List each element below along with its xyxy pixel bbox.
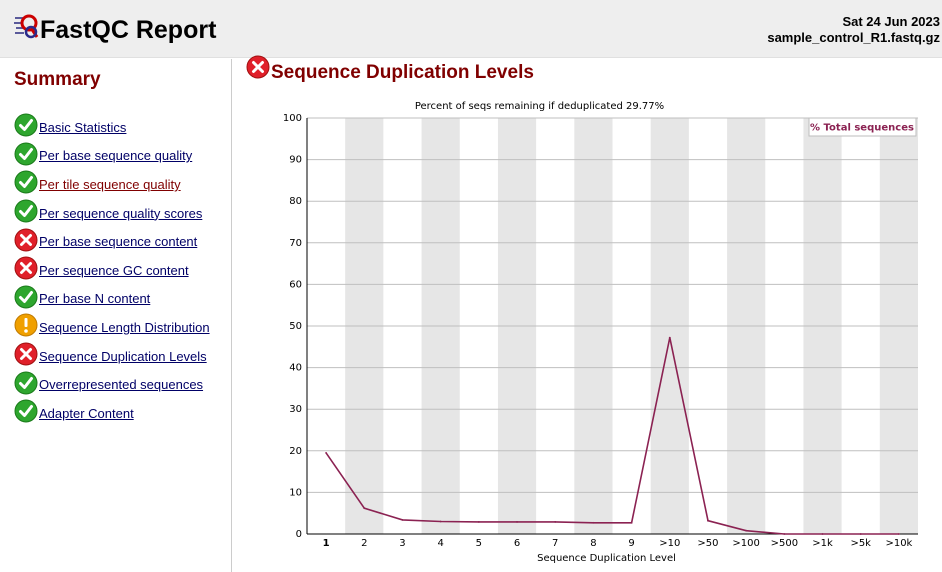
y-tick-label: 70 <box>289 238 302 249</box>
x-tick-label: 1 <box>323 538 330 549</box>
module-item: Sequence Length Distribution <box>14 311 210 340</box>
data-point <box>668 336 671 339</box>
x-tick-label: >10k <box>885 538 912 549</box>
x-tick-label: >100 <box>732 538 759 549</box>
x-tick-label: 9 <box>628 538 634 549</box>
pass-icon <box>14 371 38 395</box>
data-point <box>401 518 404 521</box>
data-point <box>554 521 557 523</box>
x-tick-label: 7 <box>552 538 558 549</box>
y-tick-label: 20 <box>289 446 302 457</box>
fastqc-logo-icon <box>14 14 39 39</box>
fail-icon <box>246 55 270 79</box>
x-tick-label: 3 <box>399 538 405 549</box>
section-title: Sequence Duplication Levels <box>271 62 534 83</box>
data-point <box>592 521 595 524</box>
module-list: Basic Statistics Per base sequence qualit… <box>14 111 210 426</box>
data-point <box>439 520 442 523</box>
module-item: Basic Statistics <box>14 111 210 140</box>
report-meta: Sat 24 Jun 2023 sample_control_R1.fastq.… <box>767 14 940 46</box>
fail-icon <box>14 342 38 366</box>
data-point <box>783 533 786 535</box>
legend-box <box>808 117 917 137</box>
module-link[interactable]: Per base N content <box>39 291 151 307</box>
module-link[interactable]: Overrepresented sequences <box>39 377 204 393</box>
data-point <box>859 533 862 535</box>
x-tick-label: 2 <box>361 538 367 549</box>
pass-icon <box>14 113 38 137</box>
module-item: Per base N content <box>14 283 210 312</box>
chart-title: Percent of seqs remaining if deduplicate… <box>415 101 664 112</box>
module-link[interactable]: Per sequence GC content <box>39 262 189 278</box>
x-tick-label: 5 <box>476 538 482 549</box>
report-date: Sat 24 Jun 2023 <box>842 14 940 29</box>
module-link[interactable]: Basic Statistics <box>39 119 127 135</box>
x-tick-label: 4 <box>437 538 443 549</box>
pass-icon <box>14 170 38 194</box>
x-tick-label: >10 <box>659 538 680 549</box>
module-link[interactable]: Per base sequence content <box>39 234 198 250</box>
module-link[interactable]: Sequence Duplication Levels <box>39 348 207 364</box>
data-point <box>898 533 900 535</box>
y-tick-label: 90 <box>289 155 302 166</box>
main-content: Sequence Duplication Levels 0 10 20 30 40 50 6… <box>232 55 942 572</box>
fail-icon <box>14 228 38 252</box>
module-item: Per sequence quality scores <box>14 197 210 226</box>
module-link[interactable]: Per tile sequence quality <box>39 176 181 192</box>
data-point <box>630 521 633 524</box>
y-tick-label: 10 <box>289 487 302 498</box>
data-point <box>745 529 748 532</box>
x-tick-label: >5k <box>850 538 871 549</box>
module-item: Per sequence GC content <box>14 254 210 283</box>
pass-icon <box>14 199 38 223</box>
y-tick-label: 100 <box>283 113 302 124</box>
page-title: FastQC Report <box>40 16 217 44</box>
data-point <box>363 507 366 510</box>
summary-title: Summary <box>14 69 101 90</box>
module-item: Sequence Duplication Levels <box>14 340 210 369</box>
y-tick-label: 30 <box>289 404 302 415</box>
section-header: Sequence Duplication Levels <box>246 55 534 84</box>
data-point <box>477 521 480 523</box>
module-item: Per base sequence content <box>14 225 210 254</box>
y-tick-label: 40 <box>289 363 302 374</box>
y-tick-label: 50 <box>289 321 302 332</box>
module-link[interactable]: Per base sequence quality <box>39 148 193 164</box>
x-tick-label: >500 <box>771 538 798 549</box>
x-tick-label: >50 <box>697 538 718 549</box>
x-axis-label: Sequence Duplication Level <box>537 553 676 564</box>
module-link[interactable]: Adapter Content <box>39 405 134 421</box>
data-point <box>516 521 518 523</box>
report-header: FastQC Report Sat 24 Jun 2023 sample_con… <box>0 0 942 58</box>
data-point <box>821 533 824 535</box>
series-line <box>325 337 899 535</box>
data-point <box>325 451 327 454</box>
y-tick-label: 0 <box>296 529 302 540</box>
module-link[interactable]: Sequence Length Distribution <box>39 319 210 335</box>
pass-icon <box>14 285 38 309</box>
warn-icon <box>14 313 38 337</box>
pass-icon <box>14 142 38 166</box>
y-tick-label: 60 <box>289 279 302 290</box>
module-link[interactable]: Per sequence quality scores <box>39 205 203 221</box>
module-item: Adapter Content <box>14 397 210 426</box>
summary-sidebar: Summary Basic Statistics Per base sequenc… <box>0 59 232 572</box>
x-tick-label: >1k <box>812 538 833 549</box>
report-filename: sample_control_R1.fastq.gz <box>767 30 940 45</box>
module-item: Overrepresented sequences <box>14 368 210 397</box>
pass-icon <box>14 399 38 423</box>
fail-icon <box>14 256 38 280</box>
y-tick-label: 80 <box>289 196 302 207</box>
x-tick-label: 8 <box>590 538 596 549</box>
data-point <box>707 519 709 522</box>
legend-entry: % Total sequences <box>810 123 914 134</box>
module-item: Per base sequence quality <box>14 140 210 169</box>
x-tick-label: 6 <box>514 538 520 549</box>
module-item: Per tile sequence quality <box>14 168 210 197</box>
duplication-chart: 0 10 20 30 40 50 60 70 80 90 100 1 2 3 4 5 6 7 8 9 >10 >50 >10… <box>283 101 918 564</box>
